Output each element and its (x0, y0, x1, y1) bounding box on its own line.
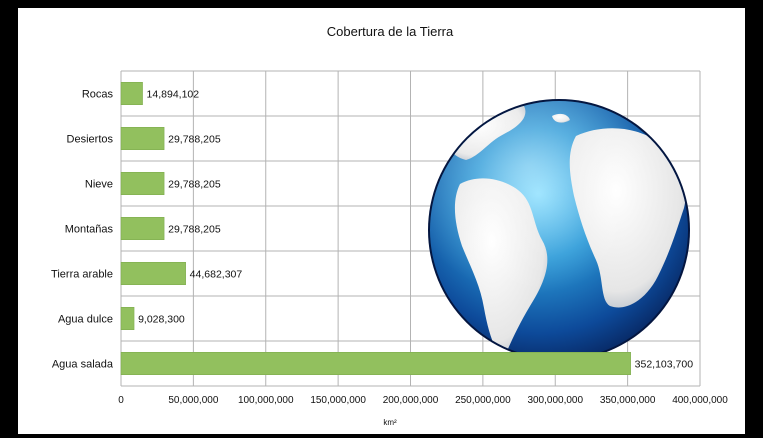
x-tick-label: 300,000,000 (527, 395, 583, 406)
data-label: 14,894,102 (147, 89, 200, 101)
category-label: Rocas (82, 89, 114, 101)
bar (120, 172, 165, 195)
bar (120, 307, 135, 330)
bar-chart: Cobertura de la Tierra Rocas Desiertos Nie… (51, 24, 728, 427)
x-tick-label: 200,000,000 (383, 395, 439, 406)
bar (120, 262, 186, 285)
x-tick-label: 50,000,000 (168, 395, 218, 406)
category-label: Nieve (85, 179, 113, 191)
category-labels: Rocas Desiertos Nieve Montañas Tierra arable… (51, 89, 114, 371)
data-labels: 14,894,102 29,788,205 29,788,205 29,788,205… (138, 89, 693, 371)
bar (120, 127, 165, 150)
x-tick-label: 250,000,000 (455, 395, 511, 406)
bar (120, 217, 165, 240)
globe-icon (428, 99, 690, 361)
bar (120, 352, 631, 375)
data-label: 29,788,205 (168, 179, 221, 191)
data-label: 9,028,300 (138, 314, 185, 326)
category-label: Agua salada (52, 359, 114, 371)
x-tick-labels: 0 50,000,000 100,000,000 150,000,000 200,000… (118, 395, 728, 406)
x-tick-label: 150,000,000 (310, 395, 366, 406)
category-label: Montañas (65, 224, 114, 236)
chart-frame: Cobertura de la Tierra Rocas Desiertos Nie… (18, 8, 745, 434)
category-label: Desiertos (67, 134, 114, 146)
bars (120, 82, 631, 375)
x-tick-label: 350,000,000 (600, 395, 656, 406)
data-label: 44,682,307 (190, 269, 243, 281)
x-axis-label: km² (383, 418, 397, 427)
x-tick-label: 100,000,000 (238, 395, 294, 406)
category-label: Agua dulce (58, 314, 113, 326)
data-label: 29,788,205 (168, 224, 221, 236)
x-tick-label: 0 (118, 395, 124, 406)
data-label: 29,788,205 (168, 134, 221, 146)
chart-title: Cobertura de la Tierra (327, 24, 454, 39)
category-label: Tierra arable (51, 269, 113, 281)
data-label: 352,103,700 (635, 359, 694, 371)
bar (120, 82, 143, 105)
x-tick-label: 400,000,000 (672, 395, 728, 406)
